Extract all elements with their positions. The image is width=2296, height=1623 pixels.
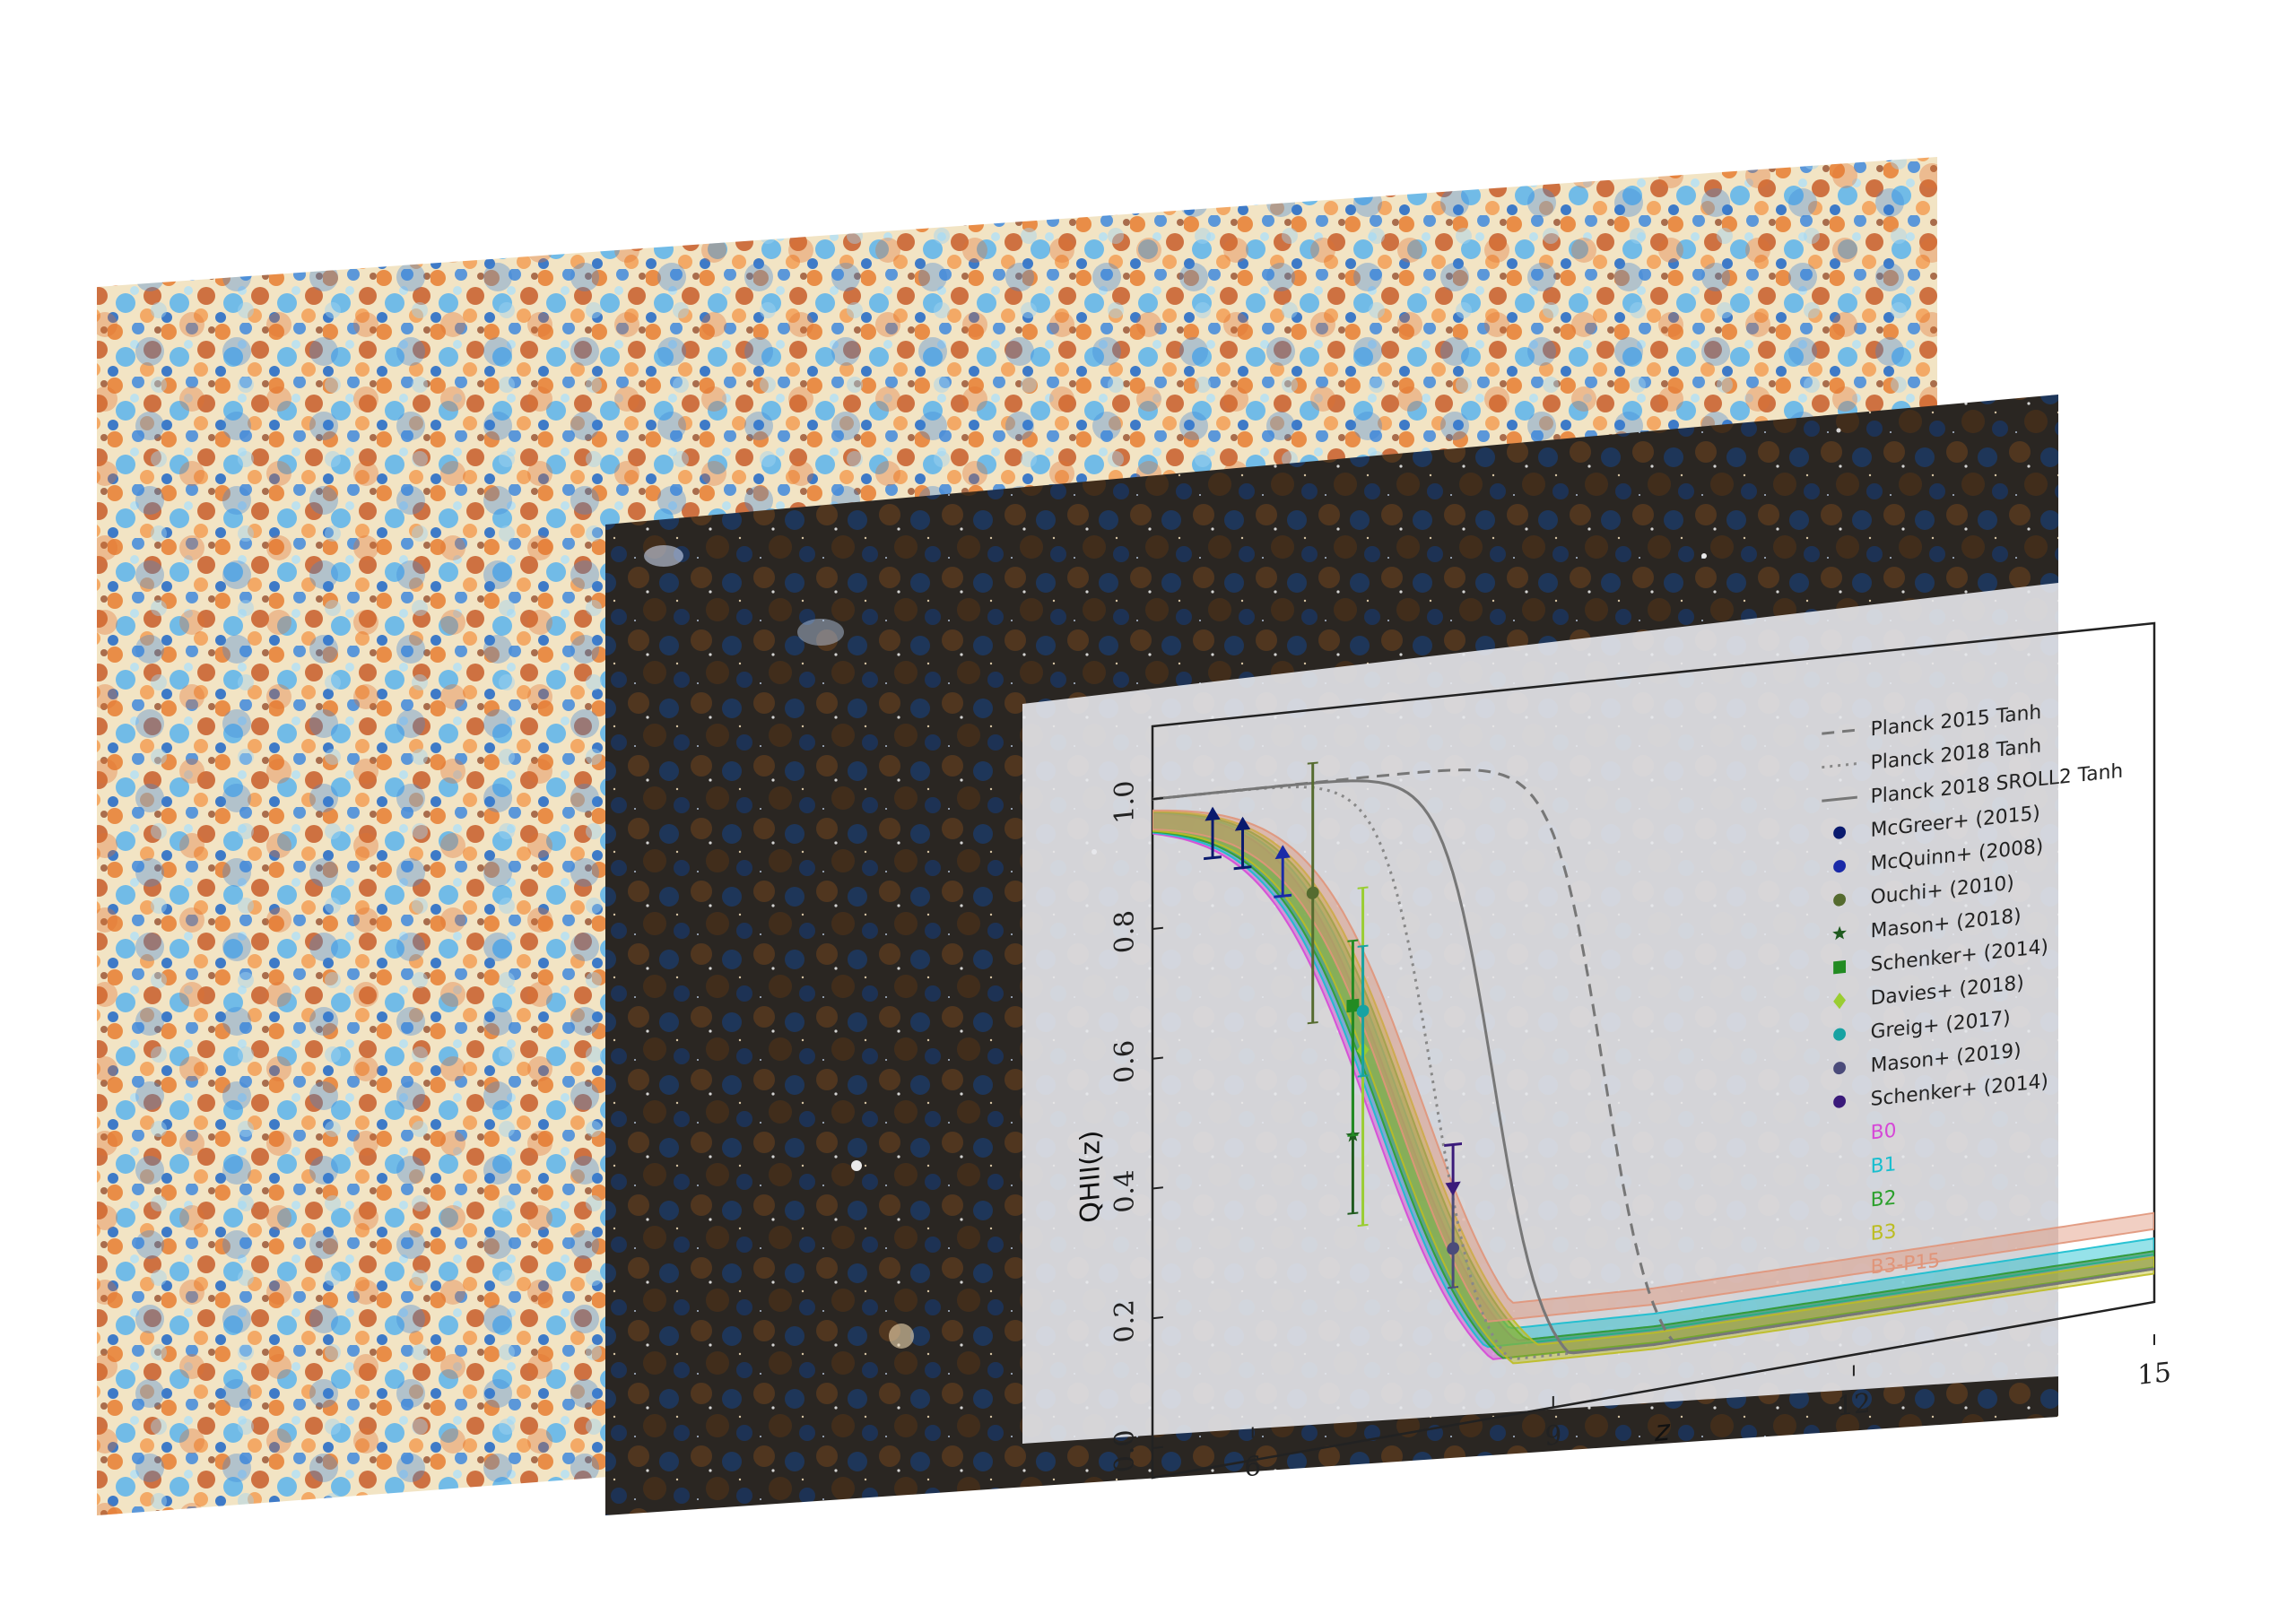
- x-tick-label-0: 6: [1244, 1450, 1261, 1483]
- legend-swatch-tanh-2: [1822, 795, 1857, 803]
- legend-swatch-obs-1: [1833, 860, 1847, 873]
- obs-point-8-0: [1444, 1141, 1462, 1196]
- x-axis-label: z: [1654, 1412, 1671, 1448]
- obs-point-4-0: [1346, 939, 1360, 1137]
- obs-point-6-0: [1356, 944, 1370, 1078]
- y-tick-label-5: 1.0: [1109, 779, 1140, 825]
- obs-point-0-1: [1233, 816, 1252, 871]
- y-tick-1: [1152, 1316, 1163, 1320]
- legend-swatch-tanh-0: [1822, 728, 1857, 735]
- legend-swatch-obs-4: [1833, 959, 1847, 975]
- x-tick-label-2: 12: [1837, 1387, 1871, 1422]
- y-tick-label-3: 0.6: [1109, 1038, 1140, 1084]
- legend-swatch-obs-7: [1833, 1062, 1847, 1075]
- y-tick-label-4: 0.8: [1109, 909, 1140, 955]
- plot-frame: [1151, 621, 2156, 1480]
- legend-label-band-2: B2: [1871, 1187, 1897, 1212]
- tanh-curves: [1152, 768, 2155, 1361]
- band-b1: [1152, 812, 2155, 1349]
- y-tick-4: [1152, 926, 1163, 930]
- obs-point-0-0: [1204, 806, 1222, 861]
- legend-swatch-obs-0: [1833, 826, 1847, 839]
- legend-label-band-0: B0: [1871, 1120, 1897, 1145]
- y-tick-label-0: 0.0: [1109, 1428, 1140, 1474]
- legend-label-band-3: B3: [1871, 1220, 1897, 1245]
- legend-swatch-tanh-1: [1822, 762, 1857, 769]
- y-tick-5: [1152, 796, 1163, 801]
- obs-point-1-0: [1274, 845, 1292, 898]
- y-tick-0: [1152, 1445, 1163, 1449]
- band-b2: [1152, 811, 2155, 1359]
- y-tick-label-2: 0.4: [1109, 1168, 1140, 1214]
- legend-swatch-obs-3: [1832, 925, 1847, 941]
- legend-swatch-obs-5: [1833, 993, 1847, 1010]
- axis-ticks: 6 9 12 15 0.0 0.2 0.4 0.6 0.8 1.0: [1109, 779, 2171, 1484]
- tanh-curve-2: [1152, 779, 2155, 1355]
- legend-label-band-1: B1: [1871, 1153, 1897, 1178]
- x-tick-label-1: 9: [1544, 1419, 1561, 1453]
- band-b3: [1152, 810, 2155, 1365]
- y-tick-label-1: 0.2: [1109, 1298, 1140, 1344]
- obs-point-2-0: [1306, 761, 1319, 1025]
- model-bands: [1152, 809, 2155, 1365]
- y-tick-3: [1152, 1056, 1163, 1060]
- legend-swatch-obs-6: [1833, 1028, 1847, 1041]
- legend-swatch-obs-2: [1833, 893, 1847, 907]
- legend-swatch-obs-8: [1833, 1095, 1847, 1108]
- x-tick-label-3: 15: [2137, 1357, 2171, 1392]
- observations: [1204, 761, 1462, 1289]
- y-tick-2: [1152, 1186, 1163, 1190]
- band-b3-p15: [1152, 809, 2155, 1323]
- y-axis-label: QHII(z): [1075, 1129, 1107, 1225]
- plot-panel: [1022, 583, 2058, 1444]
